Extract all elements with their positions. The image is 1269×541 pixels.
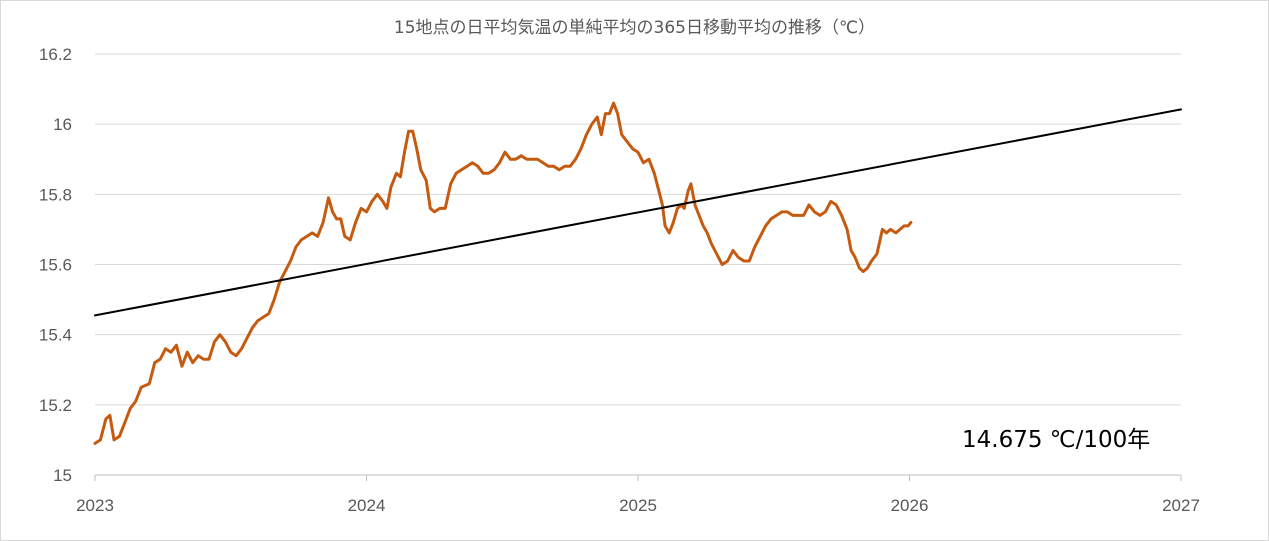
gridlines: [95, 53, 1181, 476]
trend-line: [94, 108, 1182, 317]
y-axis-ticks: 15 15.2 15.4 15.6 15.8 16 16.2: [39, 45, 72, 485]
x-axis-ticks: 2023 2024 2025 2026 2027: [76, 475, 1200, 515]
x-tick-label: 2026: [891, 496, 929, 515]
x-tick-label: 2025: [619, 496, 657, 515]
trend-annotation: 14.675 ℃/100年: [962, 427, 1151, 453]
y-tick-label: 15.4: [39, 326, 72, 345]
y-tick-label: 15.6: [39, 256, 72, 275]
x-tick-label: 2023: [76, 496, 114, 515]
y-tick-label: 15.8: [39, 185, 72, 204]
y-tick-label: 16.2: [39, 45, 72, 64]
x-tick-label: 2024: [348, 496, 386, 515]
chart-title: 15地点の日平均気温の単純平均の365日移動平均の推移（℃）: [393, 18, 876, 38]
moving-average-line: [93, 101, 913, 445]
y-tick-label: 15: [53, 466, 72, 485]
y-tick-label: 15.2: [39, 396, 72, 415]
x-tick-label: 2027: [1162, 496, 1200, 515]
series-group: [93, 101, 1182, 445]
y-tick-label: 16: [53, 115, 72, 134]
